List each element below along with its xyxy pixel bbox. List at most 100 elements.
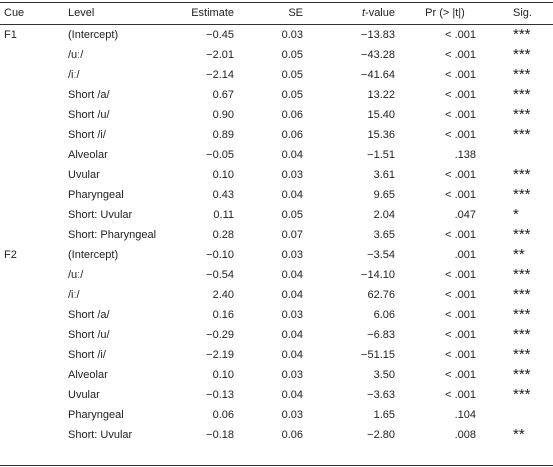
sig-cell: *** [513, 386, 531, 403]
cue-cell: F1 [4, 29, 17, 41]
t-value-cell: 1.65 [373, 409, 395, 421]
level-cell: (Intercept) [68, 29, 119, 41]
p-value-cell: < .001 [445, 269, 476, 281]
estimate-cell: 0.10 [212, 169, 234, 181]
sig-cell: *** [513, 86, 531, 103]
t-value-cell: −43.28 [361, 49, 395, 61]
t-value-cell: −1.51 [367, 149, 395, 161]
t-value-cell: −41.64 [361, 69, 395, 81]
t-value-cell: 9.65 [373, 189, 395, 201]
t-value-cell: −51.15 [361, 349, 395, 361]
level-cell: Short /a/ [68, 89, 110, 101]
estimate-cell: 2.40 [212, 289, 234, 301]
bottom-rule [0, 465, 553, 466]
t-value-cell: −3.63 [367, 389, 395, 401]
p-value-cell: < .001 [445, 29, 476, 41]
level-cell: Uvular [68, 389, 100, 401]
p-value-cell: < .001 [445, 129, 476, 141]
p-value-cell: .138 [454, 149, 476, 161]
p-value-cell: .001 [454, 249, 476, 261]
estimate-cell: 0.67 [212, 89, 234, 101]
p-value-cell: .047 [454, 209, 476, 221]
estimate-cell: 0.11 [213, 209, 234, 221]
sig-cell: *** [513, 186, 531, 203]
t-value-cell: 3.50 [373, 369, 395, 381]
sig-cell: *** [513, 166, 531, 183]
sig-cell: ** [513, 426, 525, 443]
sig-cell: *** [513, 366, 531, 383]
sig-cell: *** [513, 286, 531, 303]
level-cell: /uː/ [68, 49, 84, 61]
t-value-cell: 13.22 [367, 89, 395, 101]
se-cell: 0.06 [281, 429, 303, 441]
p-value-cell: < .001 [445, 349, 476, 361]
se-cell: 0.05 [281, 49, 303, 61]
se-cell: 0.05 [281, 209, 303, 221]
p-value-cell: < .001 [445, 289, 476, 301]
se-cell: 0.03 [281, 29, 303, 41]
sig-cell: *** [513, 306, 531, 323]
se-cell: 0.05 [281, 69, 303, 81]
sig-cell: *** [513, 26, 531, 43]
column-header: Sig. [513, 7, 532, 19]
estimate-cell: 0.16 [212, 309, 234, 321]
p-value-cell: .104 [454, 409, 476, 421]
p-value-cell: < .001 [445, 389, 476, 401]
se-cell: 0.07 [281, 229, 303, 241]
estimate-cell: 0.06 [212, 409, 234, 421]
t-value-cell: 6.06 [373, 309, 395, 321]
estimate-cell: −2.01 [206, 49, 234, 61]
level-cell: Short /i/ [68, 129, 106, 141]
column-header: Cue [4, 7, 25, 19]
se-cell: 0.06 [281, 129, 303, 141]
se-cell: 0.04 [281, 269, 303, 281]
p-value-cell: < .001 [445, 49, 476, 61]
sig-cell: *** [513, 326, 531, 343]
p-value-cell: .008 [454, 429, 476, 441]
se-cell: 0.04 [281, 189, 303, 201]
se-cell: 0.04 [281, 329, 303, 341]
level-cell: Alveolar [68, 149, 108, 161]
estimate-cell: −2.14 [206, 69, 234, 81]
sig-cell: *** [513, 46, 531, 63]
se-cell: 0.03 [281, 369, 303, 381]
t-value-cell: 62.76 [367, 289, 395, 301]
se-cell: 0.03 [281, 169, 303, 181]
sig-cell: ** [513, 246, 525, 263]
estimate-cell: −0.13 [206, 389, 234, 401]
t-value-cell: −3.54 [367, 249, 395, 261]
level-cell: Short: Pharyngeal [68, 229, 157, 241]
sig-cell: * [513, 206, 519, 223]
p-value-cell: < .001 [445, 169, 476, 181]
estimate-cell: −0.05 [206, 149, 234, 161]
se-cell: 0.03 [281, 409, 303, 421]
t-value-cell: −2.80 [367, 429, 395, 441]
level-cell: Short /a/ [68, 309, 110, 321]
p-value-cell: < .001 [445, 229, 476, 241]
estimate-cell: 0.28 [212, 229, 234, 241]
sig-cell: *** [513, 66, 531, 83]
t-value-cell: −6.83 [367, 329, 395, 341]
column-header: t-value [361, 7, 395, 19]
level-cell: Short /i/ [68, 349, 106, 361]
se-cell: 0.04 [281, 349, 303, 361]
estimate-cell: −0.18 [206, 429, 234, 441]
estimate-cell: −2.19 [206, 349, 234, 361]
estimate-cell: −0.10 [206, 249, 234, 261]
se-cell: 0.03 [281, 309, 303, 321]
sig-cell: *** [513, 266, 531, 283]
t-value-cell: 3.61 [373, 169, 395, 181]
p-value-cell: < .001 [445, 329, 476, 341]
se-cell: 0.05 [281, 89, 303, 101]
p-value-cell: < .001 [445, 69, 476, 81]
column-header: Estimate [191, 7, 234, 19]
level-cell: Pharyngeal [68, 189, 124, 201]
header-rule [0, 24, 553, 25]
column-header: Pr (> |t|) [425, 7, 465, 19]
level-cell: Short: Uvular [68, 209, 133, 221]
cue-cell: F2 [4, 249, 17, 261]
estimate-cell: 0.89 [212, 129, 234, 141]
sig-cell: *** [513, 126, 531, 143]
level-cell: (Intercept) [68, 249, 119, 261]
